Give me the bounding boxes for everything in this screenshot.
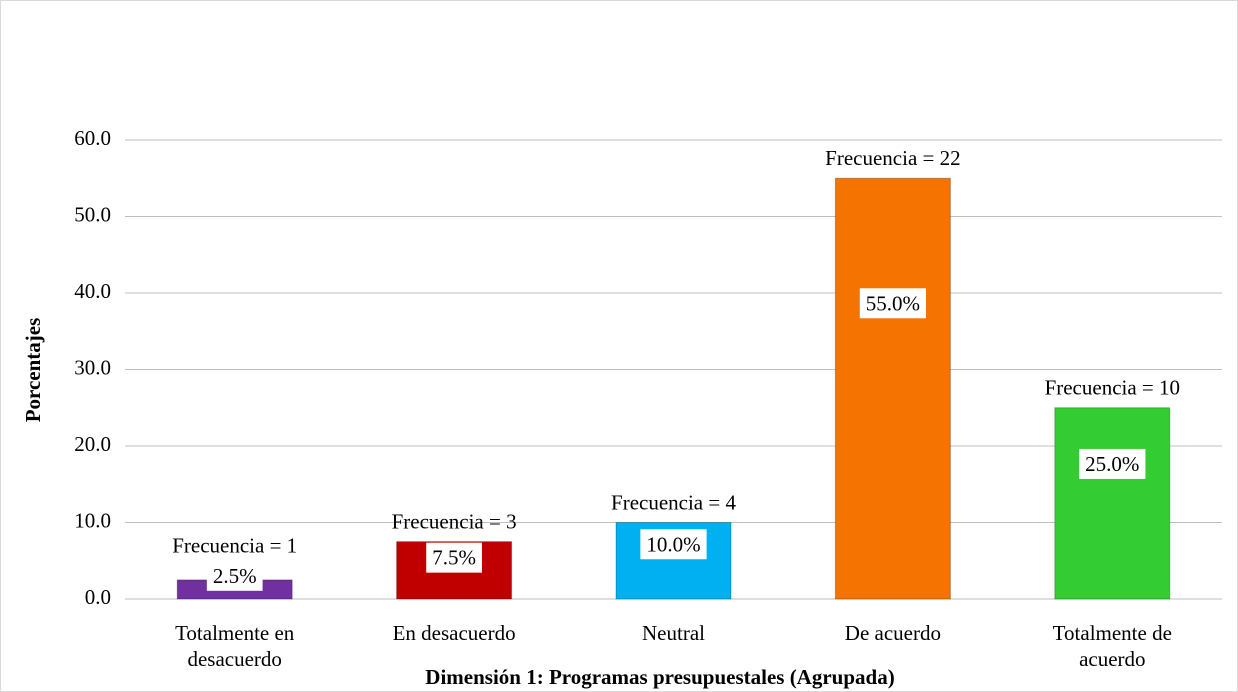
value-label-box [1079, 448, 1146, 479]
frequency-annotation: Frecuencia = 22 [825, 146, 960, 170]
x-tick-label: En desacuerdo [392, 621, 516, 645]
x-tick-label: De acuerdo [844, 621, 941, 645]
y-tick-label: 40.0 [74, 279, 111, 303]
x-tick-label: Totalmente en desacuerdo [175, 621, 295, 671]
value-label: 55.0% [866, 291, 920, 315]
y-tick-label: 30.0 [74, 355, 111, 379]
y-axis-title: Porcentajes [21, 318, 45, 423]
y-tick-label: 10.0 [74, 508, 111, 532]
y-tick-label: 60.0 [74, 126, 111, 150]
y-tick-label: 20.0 [74, 432, 111, 456]
value-label-box [426, 542, 482, 573]
bar [834, 177, 951, 600]
frequency-annotation: Frecuencia = 10 [1045, 376, 1180, 400]
bar [1054, 407, 1171, 600]
value-label: 25.0% [1085, 452, 1139, 476]
frequency-annotation: Frecuencia = 3 [392, 509, 517, 533]
value-label-box [206, 560, 263, 591]
value-label: 10.0% [646, 532, 700, 556]
value-label-box [859, 288, 927, 319]
x-tick-label: Neutral [642, 621, 705, 645]
frequency-annotation: Frecuencia = 4 [611, 490, 736, 514]
x-tick-label: Totalmente de acuerdo [1052, 621, 1172, 671]
x-axis-title: Dimensión 1: Programas presupuestales (A… [425, 665, 894, 689]
frequency-annotation: Frecuencia = 1 [172, 534, 297, 558]
value-label: 2.5% [213, 564, 257, 588]
value-label-box [640, 529, 707, 560]
y-tick-label: 50.0 [74, 202, 111, 226]
y-tick-label: 0.0 [85, 585, 111, 609]
value-label: 7.5% [432, 546, 476, 570]
